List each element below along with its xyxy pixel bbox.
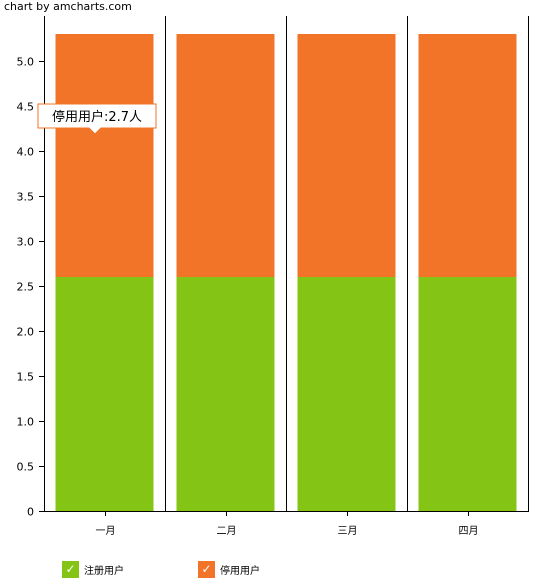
bar-registered-3[interactable] [297, 277, 396, 511]
legend-label: 注册用户 [84, 565, 124, 577]
y-tick-label: 1.5 [17, 371, 35, 384]
bar-disabled-3[interactable] [297, 34, 396, 277]
bar-registered-2[interactable] [176, 277, 275, 511]
bar-disabled-2[interactable] [176, 34, 275, 277]
bar-disabled-4[interactable] [418, 34, 517, 277]
y-tick-label: 1.0 [17, 416, 35, 429]
y-tick-label: 4.5 [17, 101, 35, 114]
chart-credit[interactable]: chart by amcharts.com [4, 0, 132, 13]
y-tick-label: 2.0 [17, 326, 35, 339]
bar-registered-1[interactable] [55, 277, 154, 511]
legend-item-disabled[interactable]: ✓ 停用用户 [198, 560, 260, 578]
x-tick-label: 三月 [338, 525, 358, 537]
axis-layer: 0 0.5 1.0 1.5 2.0 2.5 3.0 3.5 4.0 4.5 5.0 一月 二月 三月 四月 [17, 16, 529, 537]
bar-registered-4[interactable] [418, 277, 517, 511]
y-tick-label: 3.0 [17, 236, 35, 249]
legend-label: 停用用户 [220, 565, 260, 577]
x-tick-label: 二月 [217, 525, 237, 537]
x-tick-label: 一月 [96, 525, 116, 537]
y-tick-label: 0.5 [17, 461, 35, 474]
y-tick-label: 3.5 [17, 191, 35, 204]
bar-disabled-1[interactable] [55, 34, 154, 277]
bars-layer [55, 34, 517, 511]
tooltip-text: 停用用户:2.7人 [52, 109, 142, 125]
y-tick-label: 4.0 [17, 146, 35, 159]
y-tick-label: 0 [27, 506, 34, 519]
legend-item-registered[interactable]: ✓ 注册用户 [62, 560, 124, 578]
check-icon[interactable]: ✓ [62, 560, 79, 578]
tooltip-box [37, 103, 157, 135]
grid-layer [165, 16, 529, 511]
check-icon[interactable]: ✓ [198, 560, 215, 578]
tooltip-layer: 停用用户:2.7人 [37, 103, 157, 135]
y-tick-label: 5.0 [17, 56, 35, 69]
tooltip-balloon: 停用用户:2.7人 [37, 103, 157, 135]
x-tick-label: 四月 [459, 525, 479, 537]
y-tick-label: 2.5 [17, 281, 35, 294]
